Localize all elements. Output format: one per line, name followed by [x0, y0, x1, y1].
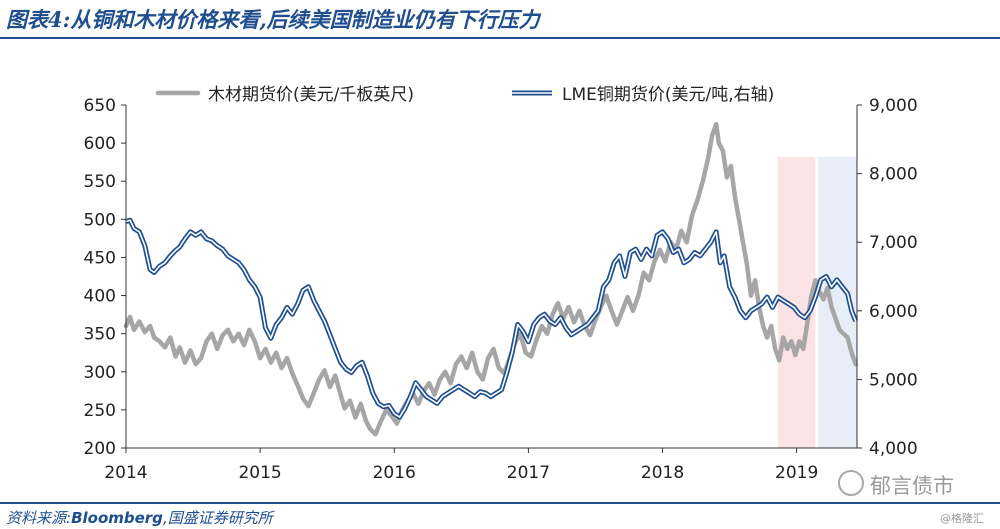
x-tick-label: 2018 [641, 463, 684, 483]
source-prefix: 资料来源: [6, 509, 72, 527]
x-tick-label: 2014 [104, 463, 147, 483]
y-left-tick-label: 600 [84, 134, 116, 154]
y-right-tick-label: 6,000 [869, 302, 918, 322]
x-tick-label: 2016 [373, 463, 416, 483]
footer-divider [0, 502, 1000, 504]
y-right-tick-label: 8,000 [869, 165, 918, 185]
source-suffix: ,国盛证券研究所 [162, 509, 273, 527]
x-tick-label: 2015 [238, 463, 281, 483]
watermark: 郁言债市 [838, 470, 954, 500]
y-left-tick-label: 650 [84, 96, 116, 116]
y-left-tick-label: 400 [84, 287, 116, 307]
y-left-tick-label: 550 [84, 172, 116, 192]
legend-copper-label: LME铜期货价(美元/吨,右轴) [562, 85, 774, 105]
axes: 200 250 300 350 400 450 500 550 600 650 4,000 5,000… [84, 96, 918, 483]
title-divider [0, 37, 1000, 39]
y-right-tick-label: 7,000 [869, 233, 918, 253]
y-left-tick-label: 300 [84, 363, 116, 383]
x-tick-label: 2017 [507, 463, 550, 483]
legend: 木材期货价(美元/千板英尺) LME铜期货价(美元/吨,右轴) [155, 85, 774, 105]
source-bloomberg: Bloomberg [71, 509, 163, 527]
wechat-icon [838, 470, 864, 496]
series-copper-line-inner [125, 219, 857, 418]
x-tick-label: 2019 [775, 463, 818, 483]
legend-lumber-label: 木材期货价(美元/千板英尺) [208, 85, 414, 105]
source-note: 资料来源:Bloomberg,国盛证券研究所 [6, 507, 273, 528]
y-left-tick-label: 200 [84, 439, 116, 459]
watermark-text: 郁言债市 [870, 474, 954, 498]
corner-mark: @格隆汇 [940, 512, 984, 525]
y-right-tick-label: 5,000 [869, 370, 918, 390]
series-lines [123, 121, 859, 437]
y-right-tick-label: 4,000 [869, 439, 918, 459]
line-chart: 200 250 300 350 400 450 500 550 600 650 4,000 5,000… [84, 85, 918, 483]
y-right-tick-label: 9,000 [869, 96, 918, 116]
y-left-tick-label: 350 [84, 325, 116, 345]
y-left-tick-label: 250 [84, 401, 116, 421]
y-left-tick-label: 500 [84, 210, 116, 230]
figure-title: 图表4:从铜和木材价格来看,后续美国制造业仍有下行压力 [6, 7, 540, 32]
series-lumber-line [123, 121, 858, 437]
y-left-tick-label: 450 [84, 248, 116, 268]
